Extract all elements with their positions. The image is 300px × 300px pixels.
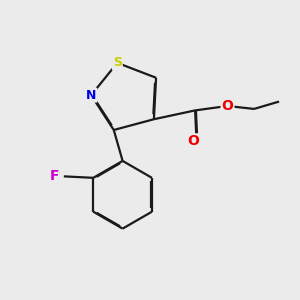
Text: F: F <box>50 169 59 183</box>
Text: S: S <box>113 56 122 69</box>
Text: N: N <box>86 89 96 102</box>
Text: O: O <box>222 99 233 113</box>
Text: O: O <box>188 134 200 148</box>
